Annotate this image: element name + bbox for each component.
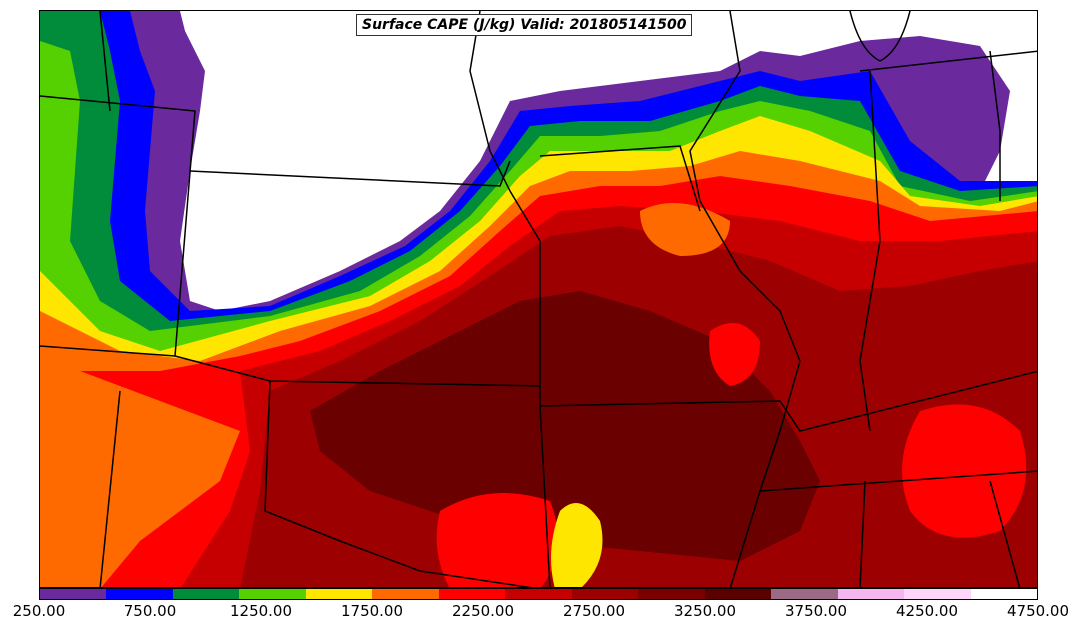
boundary-line [40,345,541,387]
colorbar-tick-label: 1250.00 [229,602,293,620]
boundary-line [859,70,881,432]
colorbar-swatch [438,589,506,599]
boundary-line [99,390,121,587]
colorbar-tick-label: 750.00 [123,602,177,620]
cape-fill-layers [40,11,1037,587]
boundary-line [539,405,551,587]
boundary-line [989,480,1021,587]
colorbar-swatch [106,589,173,599]
boundary-line [189,160,511,187]
colorbar-swatch [571,589,639,599]
cape-map [40,11,1037,587]
colorbar-tick-label: 1750.00 [340,602,404,620]
boundary-line [264,380,532,587]
state-boundaries [40,11,1037,587]
colorbar-tick-label: 2250.00 [451,602,515,620]
boundary-line [539,145,701,212]
boundary-line [689,11,801,587]
cape-blob-north [640,203,730,256]
boundary-line [539,370,1037,432]
colorbar-swatch [372,589,439,599]
cape-blob-south-1 [436,493,558,587]
colorbar-swatch [970,589,1038,599]
colorbar-swatch [505,589,572,599]
colorbar-tick-label: 3750.00 [784,602,848,620]
cape-blob-southeast [902,404,1027,538]
boundary-line [40,95,196,357]
colorbar-swatch [837,589,905,599]
boundary-line [99,11,111,112]
colorbar-swatch [904,589,971,599]
cape-band-4750 [310,291,820,561]
boundary-line [859,480,866,587]
colorbar-swatch [771,589,838,599]
colorbar-tick-label: 250.00 [12,602,66,620]
map-title: Surface CAPE (J/kg) Valid: 201805141500 [356,14,693,36]
boundary-line [759,470,1037,492]
boundary-line [989,50,1001,201]
colorbar-swatch [704,589,772,599]
boundary-line [469,11,541,406]
colorbar-swatch [305,589,373,599]
boundary-line [849,11,911,62]
colorbar-tick-label: 4750.00 [1006,602,1070,620]
colorbar-swatch [239,589,306,599]
colorbar-tick-labels: 250.00 750.00 1250.00 1750.00 2250.00 2750.00… [0,602,1081,626]
boundary-line [859,50,1037,72]
colorbar-swatch [638,589,705,599]
colorbar-tick-label: 2750.00 [562,602,626,620]
cape-blob-central [709,323,760,386]
colorbar-swatch [172,589,240,599]
cape-blob-south-2 [551,503,603,587]
colorbar-tick-label: 3250.00 [673,602,737,620]
colorbar-swatch [40,589,107,599]
colorbar [39,588,1038,600]
map-frame [39,10,1038,588]
colorbar-tick-label: 4250.00 [895,602,959,620]
